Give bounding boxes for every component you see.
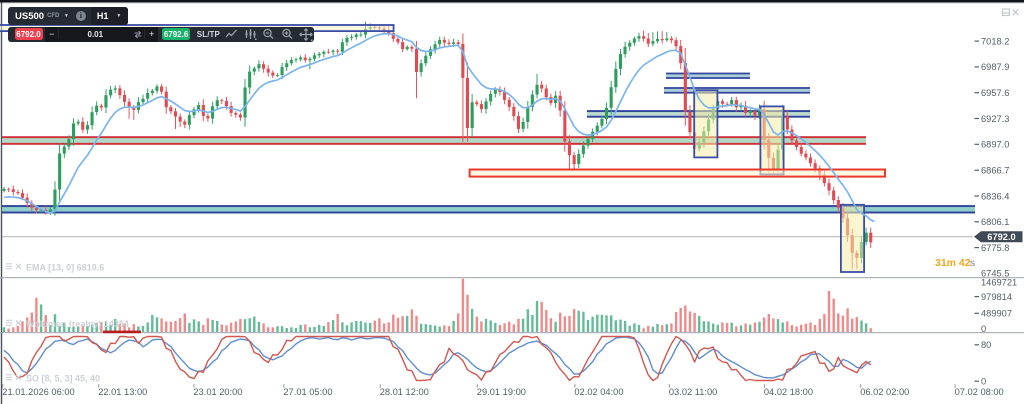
- svg-text:7018.2: 7018.2: [981, 36, 1009, 46]
- svg-text:06.02 02:00: 06.02 02:00: [860, 387, 909, 397]
- svg-text:29.01 19:00: 29.01 19:00: [477, 387, 526, 397]
- svg-text:6745.5: 6745.5: [981, 269, 1009, 279]
- svg-text:979814: 979814: [981, 292, 1012, 302]
- svg-text:6987.9: 6987.9: [981, 62, 1009, 72]
- svg-text:6792.0: 6792.0: [987, 232, 1015, 242]
- svg-text:02.02 04:00: 02.02 04:00: [574, 387, 623, 397]
- svg-text:28.01 12:00: 28.01 12:00: [380, 387, 429, 397]
- svg-text:0: 0: [981, 377, 986, 387]
- svg-text:6897.0: 6897.0: [981, 140, 1009, 150]
- svg-text:04.02 18:00: 04.02 18:00: [764, 387, 813, 397]
- svg-text:31m 42: 31m 42: [935, 257, 971, 269]
- svg-text:Wolumen (realny) 14354: Wolumen (realny) 14354: [26, 319, 129, 329]
- svg-text:80: 80: [981, 340, 991, 350]
- svg-text:21.01.2026 06:00: 21.01.2026 06:00: [2, 387, 74, 397]
- svg-text:6927.3: 6927.3: [981, 114, 1009, 124]
- svg-text:23.01 20:00: 23.01 20:00: [193, 387, 242, 397]
- svg-text:SO [8, 5, 3] 45, 40: SO [8, 5, 3] 45, 40: [26, 373, 100, 383]
- svg-text:0: 0: [981, 324, 986, 334]
- svg-text:22.01 13:00: 22.01 13:00: [98, 387, 147, 397]
- svg-text:6806.1: 6806.1: [981, 217, 1009, 227]
- svg-text:489907: 489907: [981, 309, 1012, 319]
- svg-text:1469721: 1469721: [981, 277, 1017, 287]
- svg-text:EMA [13, 0] 6810.6: EMA [13, 0] 6810.6: [26, 262, 104, 272]
- svg-text:6836.4: 6836.4: [981, 191, 1009, 201]
- svg-text:6866.7: 6866.7: [981, 166, 1009, 176]
- svg-text:6775.8: 6775.8: [981, 243, 1009, 253]
- svg-text:27.01 05:00: 27.01 05:00: [283, 387, 332, 397]
- svg-text:6957.6: 6957.6: [981, 88, 1009, 98]
- svg-text:07.02 08:00: 07.02 08:00: [955, 387, 1004, 397]
- svg-text:s: s: [970, 257, 976, 269]
- svg-text:03.02 11:00: 03.02 11:00: [669, 387, 717, 397]
